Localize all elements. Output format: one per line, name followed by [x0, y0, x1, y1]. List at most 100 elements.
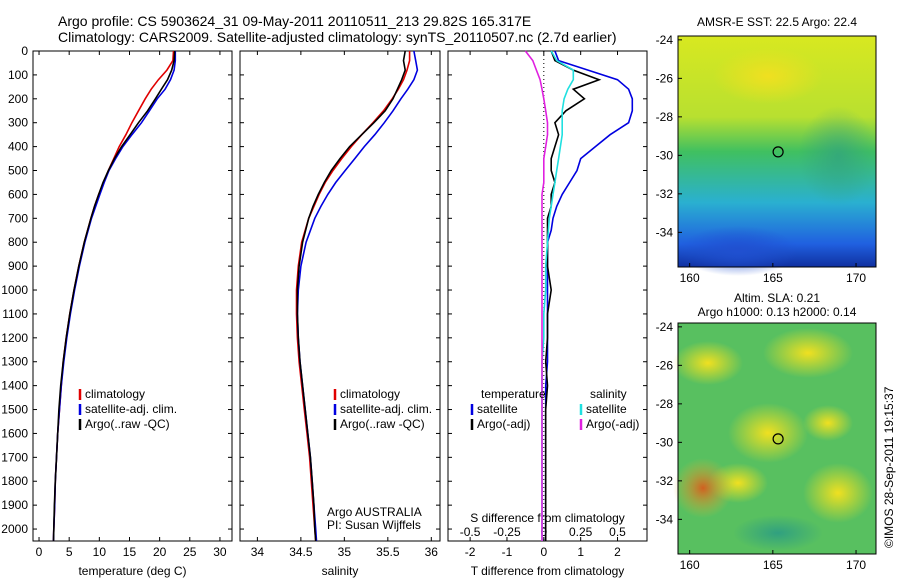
x-axis-label-top: S difference from climatology — [470, 511, 625, 525]
argo-location-marker — [772, 146, 784, 158]
y-tick-label: 1800 — [1, 474, 28, 488]
sla-high-patch — [763, 328, 853, 378]
map-y-tick-label: -28 — [656, 397, 674, 411]
map-frame — [677, 322, 877, 555]
x-tick-label-top: 0.25 — [569, 525, 593, 539]
legend-label: Argo(..raw -QC) — [85, 417, 170, 431]
map-y-tick-label: -34 — [656, 512, 674, 526]
x-tick-label: 10 — [93, 545, 107, 559]
y-tick-label: 1500 — [1, 403, 28, 417]
x-tick-label: 34 — [251, 545, 265, 559]
legend-label: satellite-adj. clim. — [85, 402, 177, 416]
y-tick-label: 1700 — [1, 450, 28, 464]
x-tick-label-top: -0.5 — [460, 525, 481, 539]
x-axis-label: temperature (deg C) — [78, 564, 186, 578]
legend-label: satellite-adj. clim. — [340, 402, 432, 416]
pi-annotation: Argo AUSTRALIA — [327, 505, 422, 519]
map-x-tick-label: 160 — [680, 271, 700, 285]
map-title: AMSR-E SST: 22.5 Argo: 22.4 — [697, 15, 857, 29]
x-axis-label: salinity — [322, 564, 359, 578]
map-y-tick-label: -30 — [656, 435, 674, 449]
series-line-argoadj — [524, 50, 549, 541]
credit-stamp: ©IMOS 28-Sep-2011 19:15:37 — [882, 386, 896, 548]
y-tick-label: 1900 — [1, 498, 28, 512]
map-y-tick-label: -28 — [656, 110, 674, 124]
x-tick-label-top: 0 — [540, 525, 547, 539]
x-tick-label: 36 — [425, 545, 439, 559]
x-tick-label: 35.5 — [376, 545, 400, 559]
sla-low-patch — [733, 515, 823, 551]
x-tick-label: 0 — [540, 545, 547, 559]
map-y-tick-label: -26 — [656, 71, 674, 85]
sla-peak-patch — [673, 458, 733, 518]
panel-1-frame — [32, 50, 233, 542]
y-tick-label: 100 — [8, 68, 28, 82]
map-title: Altim. SLA: 0.21 — [734, 291, 820, 305]
x-tick-label: 0 — [36, 545, 43, 559]
pi-annotation: PI: Susan Wijffels — [327, 518, 421, 532]
y-tick-label: 1300 — [1, 355, 28, 369]
warm-patch — [713, 48, 823, 104]
y-tick-label: 200 — [8, 92, 28, 106]
x-axis-label: T difference from climatology — [471, 564, 625, 578]
map-y-tick-label: -34 — [656, 225, 674, 239]
series-line-argoadj — [544, 50, 602, 541]
cold-patch — [678, 226, 798, 276]
legend-heading: salinity — [590, 387, 627, 401]
legend-label: climatology — [85, 387, 145, 401]
x-tick-label: -1 — [502, 545, 513, 559]
x-tick-label: 20 — [153, 545, 167, 559]
y-tick-label: 1200 — [1, 331, 28, 345]
x-tick-label: 34.5 — [289, 545, 313, 559]
sla-high-patch — [728, 403, 808, 463]
x-tick-label: 2 — [614, 545, 621, 559]
legend-label: Argo(-adj) — [477, 417, 530, 431]
y-tick-label: 500 — [8, 164, 28, 178]
legend-label: Argo(-adj) — [586, 417, 639, 431]
x-tick-label: 35 — [338, 545, 352, 559]
map-y-tick-label: -30 — [656, 148, 674, 162]
panel-2-frame — [239, 50, 441, 542]
legend-label: satellite — [477, 402, 518, 416]
map-2-field — [673, 322, 877, 555]
sla-high-patch — [803, 405, 853, 441]
y-tick-label: 600 — [8, 187, 28, 201]
sla-high-patch — [803, 463, 873, 523]
figure-title-line-1: Argo profile: CS 5903624_31 09-May-2011 … — [58, 13, 532, 29]
y-tick-label: 800 — [8, 235, 28, 249]
y-tick-label: 700 — [8, 211, 28, 225]
x-tick-label: 25 — [183, 545, 197, 559]
map-frame — [677, 35, 877, 268]
cool-patch — [798, 106, 878, 206]
series-line-climatology — [52, 50, 175, 542]
legend-heading: temperature — [481, 387, 546, 401]
map-x-tick-label: 170 — [846, 271, 866, 285]
x-tick-label-top: 0.5 — [609, 525, 626, 539]
legend-label: Argo(..raw -QC) — [340, 417, 425, 431]
map-x-tick-label: 170 — [846, 558, 866, 572]
x-tick-label: 15 — [123, 545, 137, 559]
series-line-satellite — [544, 50, 634, 541]
y-tick-label: 300 — [8, 116, 28, 130]
series-line-climatology — [295, 51, 411, 542]
x-tick-label-top: -0.25 — [493, 525, 521, 539]
y-tick-label: 0 — [21, 44, 28, 58]
map-y-tick-label: -24 — [656, 320, 674, 334]
map-x-tick-label: 165 — [763, 558, 783, 572]
y-tick-label: 400 — [8, 140, 28, 154]
map-x-tick-label: 165 — [763, 271, 783, 285]
legend-label: satellite — [586, 402, 627, 416]
argo-location-marker — [772, 433, 784, 445]
x-tick-label: 5 — [66, 545, 73, 559]
series-line-argorawqc — [296, 50, 407, 542]
map-subtitle: Argo h1000: 0.13 h2000: 0.14 — [698, 305, 857, 319]
legend-label: climatology — [340, 387, 400, 401]
y-tick-label: 900 — [8, 259, 28, 273]
sla-high-patch — [673, 341, 743, 385]
figure-title-line-2: Climatology: CARS2009. Satellite-adjuste… — [58, 29, 617, 45]
series-line-satellite — [541, 50, 575, 541]
series-line-satelliteadjclim — [52, 51, 177, 542]
panel-3-frame — [447, 50, 648, 542]
x-tick-label: -2 — [465, 545, 476, 559]
